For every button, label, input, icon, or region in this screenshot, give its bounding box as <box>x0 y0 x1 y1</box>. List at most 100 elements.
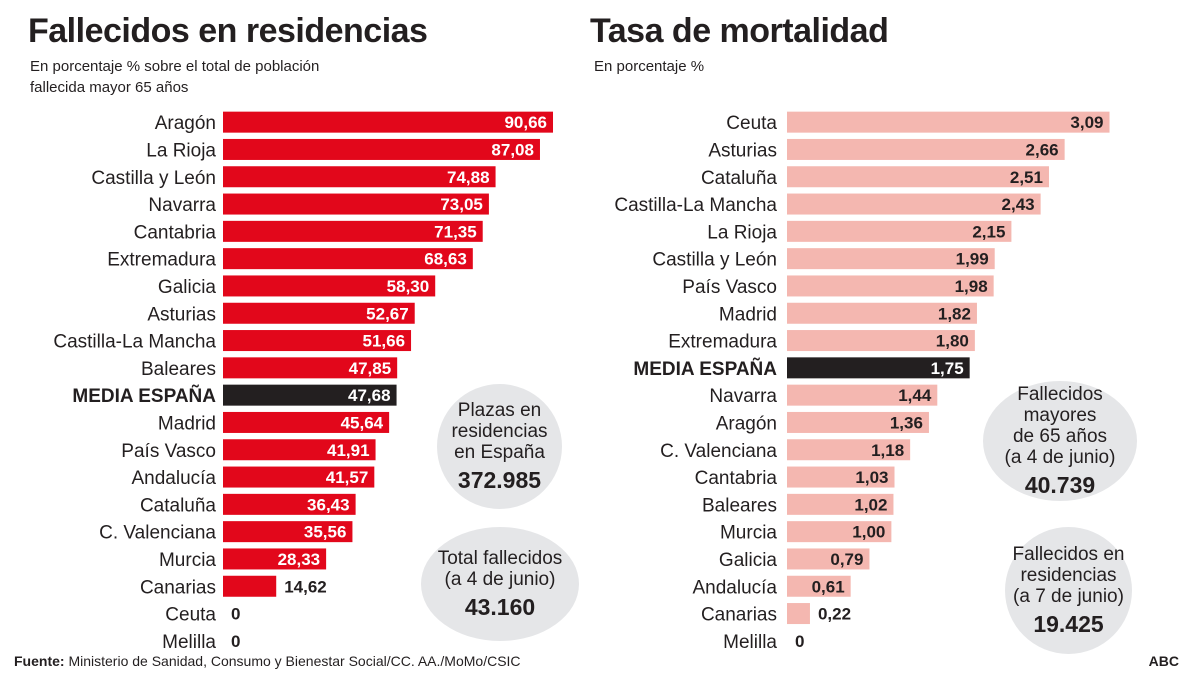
value-label-cantabria: 71,35 <box>434 222 477 241</box>
value-label-canarias: 0,22 <box>818 605 851 624</box>
category-label-canarias: Canarias <box>701 605 777 626</box>
bar-murcia <box>787 521 892 543</box>
category-label-asturias: Asturias <box>147 304 216 325</box>
value-label-castilla-y-leon: 74,88 <box>447 168 490 187</box>
over-65-deaths-bubble: Fallecidos mayores de 65 años (a 4 de ju… <box>983 381 1137 501</box>
category-label-pais-vasco: País Vasco <box>121 441 216 462</box>
value-label-canarias: 14,62 <box>284 577 327 596</box>
category-label-extremadura: Extremadura <box>668 332 777 353</box>
bar-row-melilla: Melilla 0 <box>162 632 240 653</box>
source-footnote: Fuente: Ministerio de Sanidad, Consumo y… <box>14 653 521 669</box>
category-label-andalucia: Andalucía <box>692 577 777 598</box>
value-label-castilla-la-mancha: 2,43 <box>1002 195 1035 214</box>
bar-row-asturias: Asturias 52,67 <box>147 302 415 325</box>
value-label-cantabria: 1,03 <box>855 468 888 487</box>
bar-baleares <box>223 357 398 379</box>
category-label-castilla-y-leon: Castilla y León <box>652 250 777 271</box>
bar-pais-vasco <box>787 275 994 297</box>
source-text: Ministerio de Sanidad, Consumo y Bienest… <box>64 653 521 669</box>
category-label-baleares: Baleares <box>702 495 777 516</box>
bar-row-madrid: Madrid 45,64 <box>158 411 390 434</box>
bar-cataluna <box>787 166 1049 188</box>
bar-baleares <box>787 493 894 515</box>
bar-row-extremadura: Extremadura 1,80 <box>668 330 975 353</box>
value-label-baleares: 47,85 <box>349 359 392 378</box>
deaths-in-residences-bar-chart: Aragón 90,66 La Rioja 87,08 Castilla y León 7… <box>53 111 554 653</box>
bar-row-cantabria: Cantabria 71,35 <box>134 220 483 243</box>
bar-row-pais-vasco: País Vasco 1,98 <box>682 275 994 298</box>
value-label-castilla-la-mancha: 51,66 <box>362 332 405 351</box>
bar-extremadura <box>223 248 473 270</box>
bar-row-ceuta: Ceuta 3,09 <box>726 111 1110 134</box>
bar-row-media-espana: MEDIA ESPAÑA 47,68 <box>72 384 397 407</box>
bar-row-baleares: Baleares 1,02 <box>702 493 894 516</box>
bar-row-canarias: Canarias 14,62 <box>140 575 327 598</box>
bar-row-la-rioja: La Rioja 87,08 <box>146 138 540 161</box>
category-label-murcia: Murcia <box>720 523 777 544</box>
residence-deaths-value: 19.425 <box>1033 610 1104 637</box>
bar-row-castilla-y-leon: Castilla y León 1,99 <box>652 248 995 271</box>
bar-row-murcia: Murcia 1,00 <box>720 521 892 544</box>
category-label-c-valenciana: C. Valenciana <box>660 441 777 462</box>
category-label-cantabria: Cantabria <box>134 222 217 243</box>
bar-navarra <box>223 193 489 215</box>
bar-row-c-valenciana: C. Valenciana 1,18 <box>660 439 911 462</box>
bar-row-galicia: Galicia 0,79 <box>719 548 870 571</box>
deaths-in-residences-panel: Fallecidos en residencias En porcentaje … <box>0 0 590 655</box>
bar-andalucia <box>787 575 851 597</box>
bar-c-valenciana <box>223 521 353 543</box>
over-65-deaths-label: Fallecidos mayores de 65 años (a 4 de ju… <box>1004 383 1116 468</box>
residence-deaths-bubble: Fallecidos en residencias (a 7 de junio)… <box>1005 527 1132 654</box>
category-label-c-valenciana: C. Valenciana <box>99 523 216 544</box>
total-deaths-bubble: Total fallecidos (a 4 de junio) 43.160 <box>421 527 579 641</box>
category-label-cantabria: Cantabria <box>695 468 778 489</box>
mortality-rate-bar-chart: Ceuta 3,09 Asturias 2,66 Cataluña 2,51 Castill… <box>614 111 1110 653</box>
bar-asturias <box>223 302 415 324</box>
category-label-madrid: Madrid <box>719 304 777 325</box>
value-label-la-rioja: 87,08 <box>491 140 534 159</box>
mortality-rate-panel: Tasa de mortalidad En porcentaje % Ceuta… <box>590 0 1199 655</box>
bar-murcia <box>223 548 327 570</box>
value-label-la-rioja: 2,15 <box>972 222 1005 241</box>
bar-galicia <box>787 548 870 570</box>
bar-row-baleares: Baleares 47,85 <box>141 357 398 380</box>
value-label-murcia: 28,33 <box>278 550 321 569</box>
bar-cataluna <box>223 493 356 515</box>
category-label-galicia: Galicia <box>719 550 778 571</box>
value-label-extremadura: 1,80 <box>936 332 969 351</box>
bar-la-rioja <box>787 220 1012 242</box>
source-label: Fuente: <box>14 653 65 669</box>
value-label-media-espana: 1,75 <box>931 359 964 378</box>
bar-asturias <box>787 138 1065 160</box>
bar-row-castilla-y-leon: Castilla y León 74,88 <box>91 166 496 189</box>
bar-pais-vasco <box>223 439 376 461</box>
value-label-media-espana: 47,68 <box>348 386 391 405</box>
bar-madrid <box>223 411 390 433</box>
value-label-pais-vasco: 1,98 <box>955 277 988 296</box>
right-chart-subtitle: En porcentaje % <box>594 58 705 75</box>
category-label-media-espana: MEDIA ESPAÑA <box>72 385 216 407</box>
bar-row-galicia: Galicia 58,30 <box>158 275 436 298</box>
category-label-media-espana: MEDIA ESPAÑA <box>633 358 777 380</box>
category-label-castilla-y-leon: Castilla y León <box>91 168 216 189</box>
bar-row-aragon: Aragón 90,66 <box>155 111 554 134</box>
bar-media-espana <box>223 384 397 406</box>
bar-aragon <box>787 411 929 433</box>
category-label-aragon: Aragón <box>155 113 216 134</box>
category-label-la-rioja: La Rioja <box>146 140 216 161</box>
bar-row-extremadura: Extremadura 68,63 <box>107 248 473 271</box>
residence-places-label: Plazas en residencias en España <box>451 399 548 463</box>
value-label-c-valenciana: 35,56 <box>304 523 347 542</box>
value-label-melilla: 0 <box>795 632 804 651</box>
bar-row-la-rioja: La Rioja 2,15 <box>707 220 1012 243</box>
category-label-la-rioja: La Rioja <box>707 222 777 243</box>
value-label-ceuta: 3,09 <box>1070 113 1103 132</box>
bar-row-andalucia: Andalucía 0,61 <box>692 575 851 598</box>
residence-places-value: 372.985 <box>457 466 542 493</box>
value-label-cataluna: 36,43 <box>307 495 350 514</box>
bar-row-navarra: Navarra 73,05 <box>148 193 489 216</box>
over-65-deaths-value: 40.739 <box>1024 471 1096 498</box>
bar-row-aragon: Aragón 1,36 <box>716 411 929 434</box>
category-label-melilla: Melilla <box>162 632 216 653</box>
bar-extremadura <box>787 330 975 352</box>
